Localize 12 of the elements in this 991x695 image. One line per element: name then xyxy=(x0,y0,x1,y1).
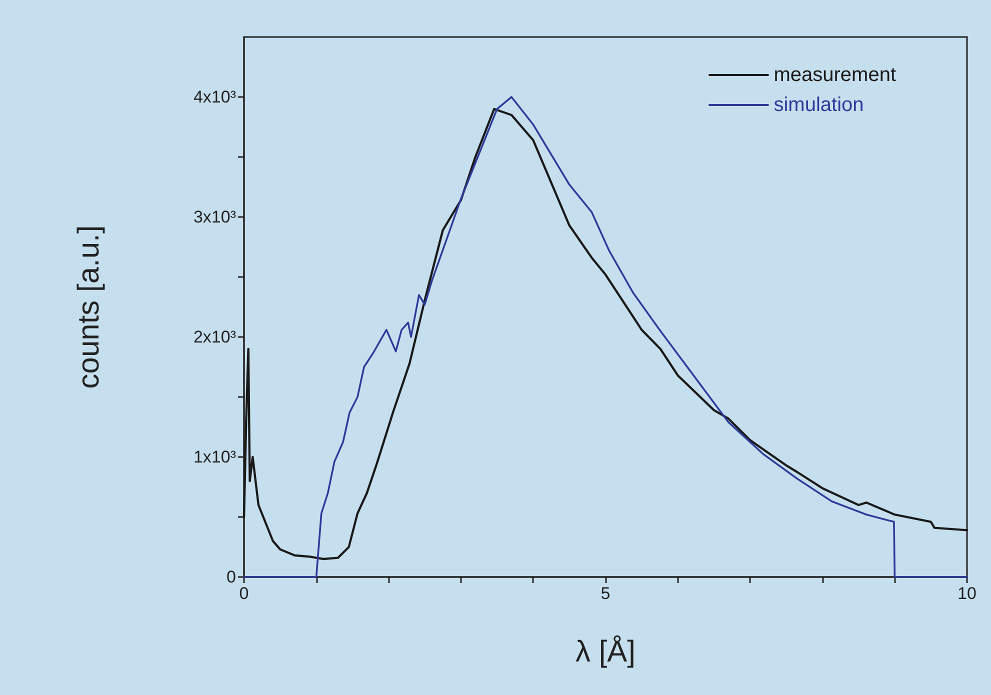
legend-label: measurement xyxy=(774,64,896,86)
y-axis-title: counts [a.u.] xyxy=(72,225,106,389)
y-tick-label: 2x10³ xyxy=(193,328,236,346)
x-tick-label: 0 xyxy=(239,584,249,603)
x-tick-label: 5 xyxy=(600,584,610,603)
y-tick-label: 0 xyxy=(226,568,236,586)
x-axis-title: λ [Å] xyxy=(575,634,636,668)
y-tick-label: 4x10³ xyxy=(193,88,236,106)
x-tick-label: 10 xyxy=(958,584,976,603)
y-tick-label: 3x10³ xyxy=(193,208,236,226)
legend-label: simulation xyxy=(774,94,864,116)
y-tick-label: 1x10³ xyxy=(193,448,236,466)
